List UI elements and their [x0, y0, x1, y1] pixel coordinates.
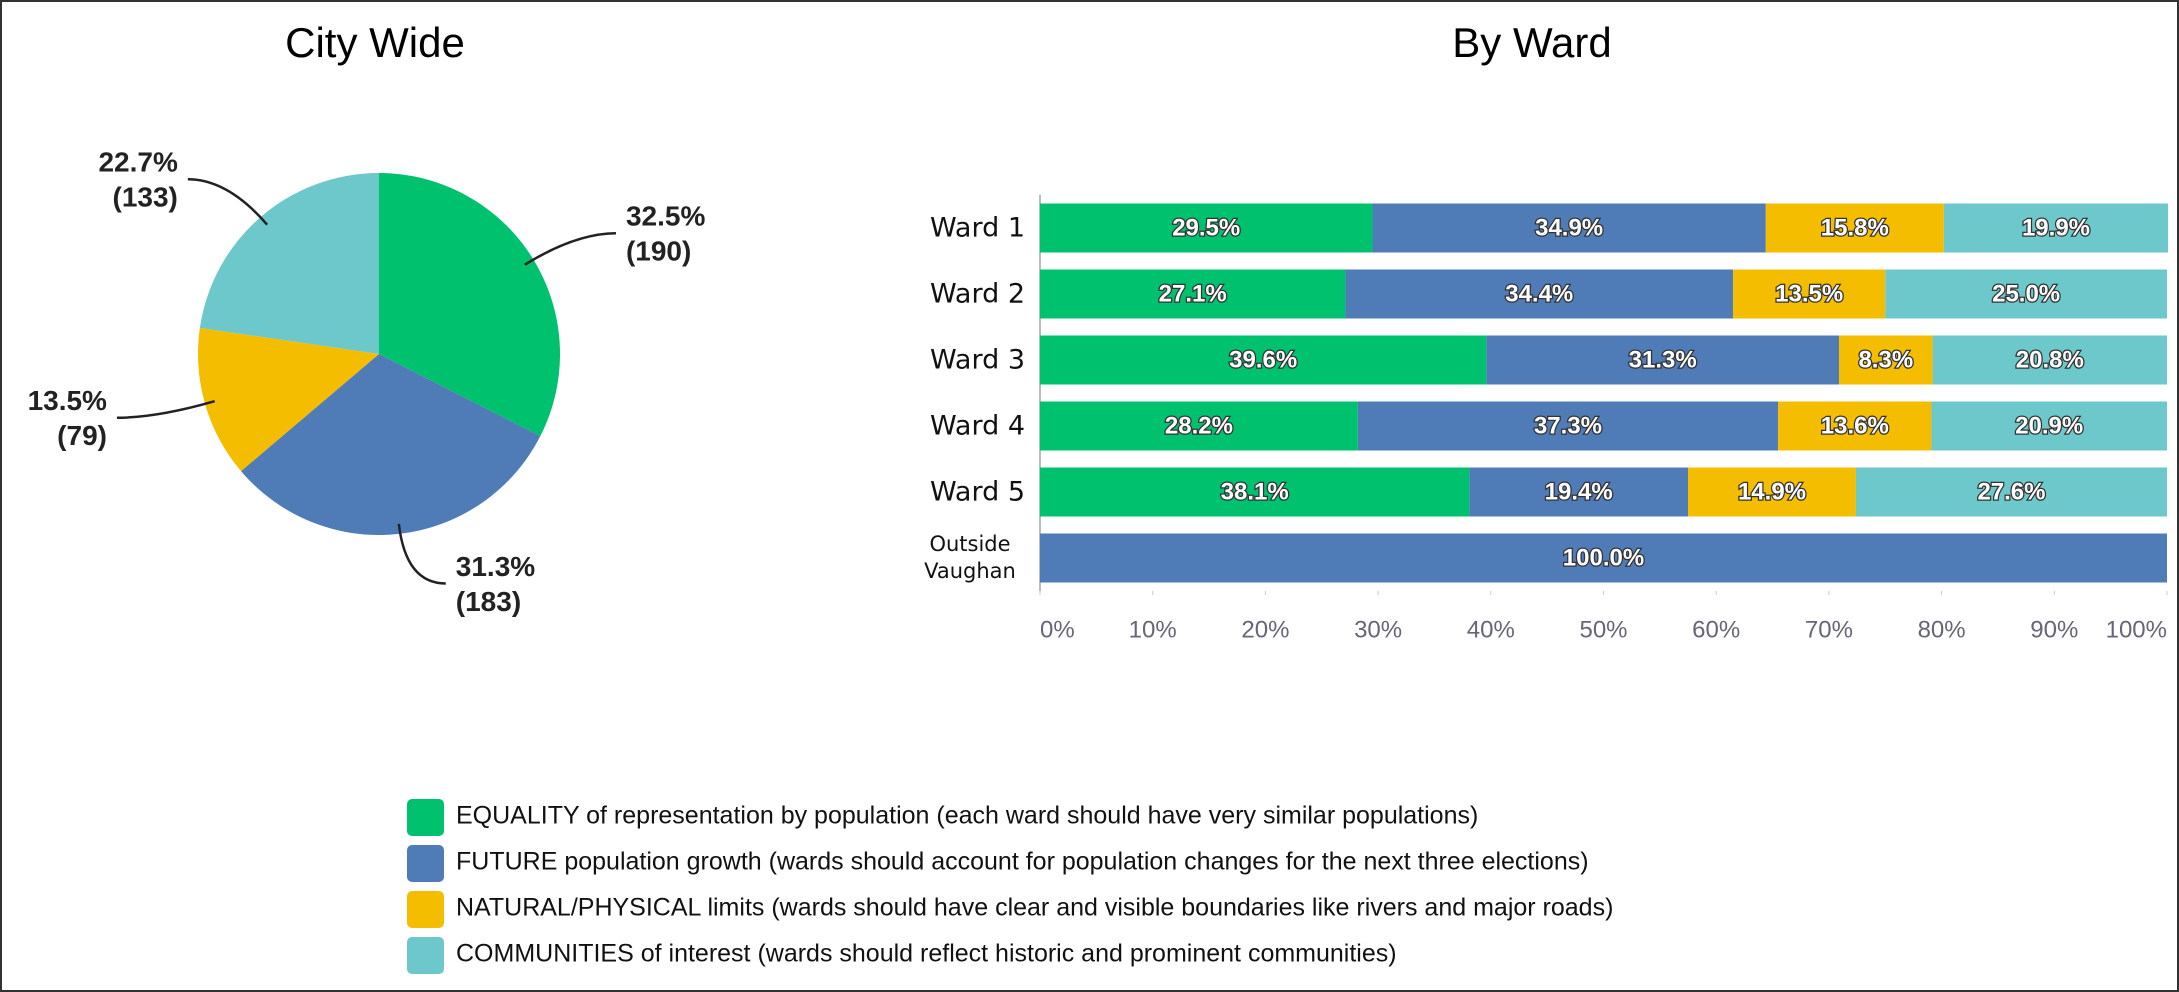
- legend-label: EQUALITY of representation by population…: [456, 802, 1478, 830]
- bar-value-label: 38.1%: [1221, 478, 1289, 505]
- x-tick-label: 0%: [1040, 616, 1075, 643]
- bar-value-label: 39.6%: [1229, 346, 1297, 373]
- bar-segment: [1839, 335, 1933, 385]
- bar-segment: [1855, 467, 2167, 517]
- bar-segment: [1486, 335, 1840, 385]
- bar-segment: [1040, 401, 1358, 451]
- bar-value-label: 31.3%: [1629, 346, 1697, 373]
- pie-slice: [199, 173, 379, 354]
- x-tick-label: 100%: [2106, 616, 2167, 643]
- bar-segment: [1040, 335, 1487, 385]
- bar-segment: [1040, 467, 1470, 517]
- bar-segment: [1040, 533, 2167, 583]
- bar-value-label: 8.3%: [1858, 346, 1913, 373]
- bar-value-label: 14.9%: [1738, 478, 1806, 505]
- x-tick-label: 80%: [1918, 616, 1966, 643]
- leader-line: [187, 178, 269, 226]
- x-tick-label: 40%: [1467, 616, 1515, 643]
- pie-count-label: (133): [113, 182, 178, 213]
- bar-segment: [1469, 467, 1689, 517]
- bar-segment: [1931, 401, 2167, 451]
- bar-value-label: 19.4%: [1545, 478, 1613, 505]
- legend-swatch: [407, 891, 444, 928]
- y-tick-label: Ward 2: [929, 278, 1025, 310]
- pie-value-label: 22.7%: [98, 147, 177, 178]
- legend-label: COMMUNITIES of interest (wards should re…: [456, 940, 1397, 968]
- y-tick-label: Ward 3: [929, 344, 1025, 376]
- bar-value-label: 27.1%: [1159, 280, 1227, 307]
- bar-value-label: 27.6%: [1977, 478, 2045, 505]
- bar-segment: [1765, 203, 1944, 253]
- y-tick-label: Ward 4: [929, 410, 1025, 442]
- x-tick-label: 30%: [1354, 616, 1402, 643]
- bar-value-label: 25.0%: [1992, 280, 2060, 307]
- legend-swatch: [407, 937, 444, 974]
- bar-value-label: 15.8%: [1821, 214, 1889, 241]
- x-tick-label: 70%: [1805, 616, 1853, 643]
- y-tick-label: Ward 5: [929, 476, 1025, 508]
- bar-segment: [1688, 467, 1856, 517]
- pie-count-label: (79): [57, 420, 107, 451]
- bar-segment: [1372, 203, 1766, 253]
- bar-segment: [1040, 203, 1373, 253]
- pie-title: City Wide: [285, 19, 465, 66]
- pie-count-label: (190): [626, 236, 691, 267]
- bar-value-label: 19.9%: [2022, 214, 2090, 241]
- x-tick-label: 90%: [2030, 616, 2078, 643]
- x-tick-label: 60%: [1692, 616, 1740, 643]
- bar-value-label: 34.4%: [1505, 280, 1573, 307]
- bar-title: By Ward: [1452, 19, 1611, 66]
- bar-segment: [1885, 269, 2167, 319]
- pie-slice: [198, 327, 379, 472]
- bar-segment: [1357, 401, 1779, 451]
- bar-value-label: 29.5%: [1172, 214, 1240, 241]
- leader-line: [397, 523, 446, 585]
- y-tick-label: Ward 1: [929, 212, 1025, 244]
- y-tick-label: Outside Vaughan: [924, 532, 1016, 583]
- x-tick-label: 10%: [1129, 616, 1177, 643]
- pie-slice: [240, 354, 541, 535]
- leader-line: [524, 232, 616, 266]
- pie-count-label: (183): [456, 586, 521, 617]
- bar-value-label: 13.6%: [1821, 412, 1889, 439]
- pie-value-label: 13.5%: [28, 385, 107, 416]
- legend-swatch: [407, 845, 444, 882]
- bar-value-label: 20.8%: [2016, 346, 2084, 373]
- bar-segment: [1932, 335, 2167, 385]
- pie-value-label: 32.5%: [626, 201, 705, 232]
- bar-segment: [1778, 401, 1932, 451]
- bar-value-label: 13.5%: [1775, 280, 1843, 307]
- x-tick-label: 20%: [1241, 616, 1289, 643]
- bar-segment: [1345, 269, 1734, 319]
- legend-label: NATURAL/PHYSICAL limits (wards should ha…: [456, 894, 1613, 922]
- bar-value-label: 34.9%: [1535, 214, 1603, 241]
- pie-value-label: 31.3%: [456, 551, 535, 582]
- legend-label: FUTURE population growth (wards should a…: [456, 848, 1589, 876]
- bar-value-label: 100.0%: [1563, 544, 1644, 571]
- bar-value-label: 28.2%: [1165, 412, 1233, 439]
- x-tick-label: 50%: [1579, 616, 1627, 643]
- bar-segment: [1040, 269, 1346, 319]
- bar-value-label: 37.3%: [1534, 412, 1602, 439]
- legend-swatch: [407, 799, 444, 836]
- bar-segment: [1943, 203, 2169, 253]
- bar-value-label: 20.9%: [2015, 412, 2083, 439]
- leader-line: [116, 399, 215, 419]
- pie-slice: [379, 173, 560, 437]
- bar-segment: [1733, 269, 1886, 319]
